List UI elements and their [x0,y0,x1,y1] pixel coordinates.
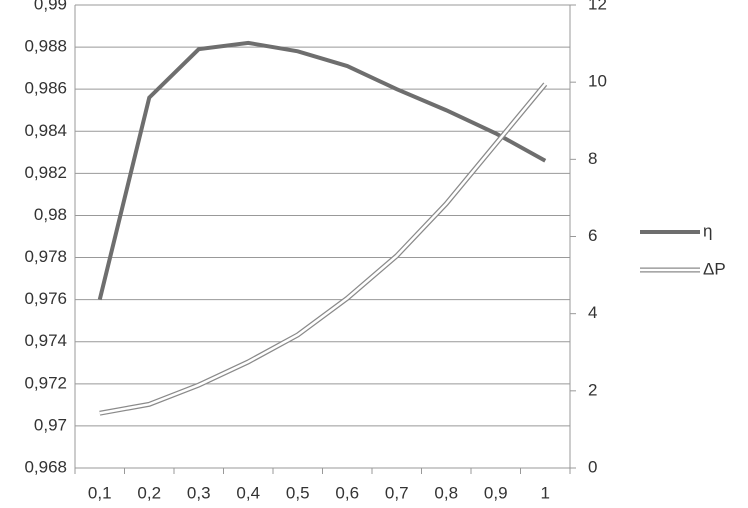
legend-label: η [703,221,712,240]
line-series [97,40,547,301]
x-tick-label: 0,9 [484,483,508,502]
x-tick-label: 0,1 [88,483,112,502]
x-tick-label: 0,5 [286,483,310,502]
x-tick-label: 1 [541,483,550,502]
x-tick-label: 0,4 [236,483,260,502]
y2-tick-label: 12 [588,0,607,13]
x-tick-label: 0,6 [335,483,359,502]
y-tick-label: 0,988 [24,37,67,56]
y-tick-label: 0,976 [24,289,67,308]
y2-tick-label: 8 [588,149,597,168]
x-tick-label: 0,3 [187,483,211,502]
x-tick-label: 0,7 [385,483,409,502]
y-tick-label: 0,97 [34,415,67,434]
legend-label: ΔP [703,259,726,278]
y-tick-label: 0,978 [24,247,67,266]
y-tick-label: 0,972 [24,373,67,392]
y-tick-label: 0,968 [24,457,67,476]
y2-tick-label: 10 [588,72,607,91]
line-inner [99,83,547,415]
x-tick-label: 0,8 [434,483,458,502]
y-tick-label: 0,984 [24,121,67,140]
y2-tick-label: 6 [588,226,597,245]
y2-tick-label: 4 [588,303,597,322]
y-tick-label: 0,986 [24,79,67,98]
x-tick-label: 0,2 [137,483,161,502]
y-tick-label: 0,974 [24,331,67,350]
y-tick-label: 0,98 [34,205,67,224]
line-series [99,82,548,416]
y-tick-label: 0,982 [24,163,67,182]
y-tick-label: 0,99 [34,0,67,13]
y2-tick-label: 0 [588,457,597,476]
y2-tick-label: 2 [588,380,597,399]
